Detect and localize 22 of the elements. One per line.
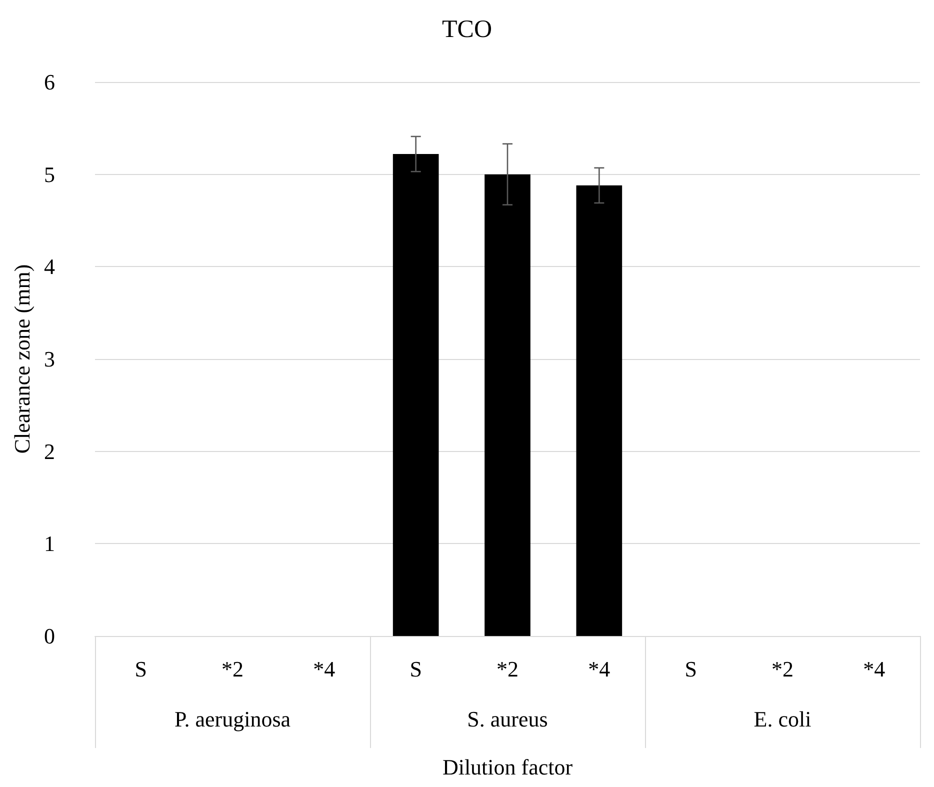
x-tick-label: *2 xyxy=(772,656,794,682)
x-tick-label: *2 xyxy=(222,656,244,682)
x-axis-title: Dilution factor xyxy=(442,754,574,780)
y-tick-label: 5 xyxy=(44,162,55,187)
y-tick-label: 1 xyxy=(44,531,55,556)
y-tick-label: 4 xyxy=(44,254,55,280)
y-tick-label: 2 xyxy=(44,438,55,464)
text: S. aureus xyxy=(467,706,548,732)
x-tick-label: *4 xyxy=(863,656,886,682)
x-tick-label: *2 xyxy=(496,656,518,682)
y-tick-label: 3 xyxy=(44,346,55,372)
text: E. coli xyxy=(754,706,812,732)
text: P. aeruginosa xyxy=(174,706,291,732)
x-tick-label: *4 xyxy=(313,656,336,682)
y-axis-title: Clearance zone (mm) xyxy=(10,264,34,454)
y-tick-label: 0 xyxy=(44,624,55,648)
y-tick-label: 6 xyxy=(44,70,55,94)
x-tick-label: *4 xyxy=(588,656,610,682)
x-tick-label: S xyxy=(134,656,147,682)
x-tick-label: S xyxy=(684,656,697,682)
chart-title: TCO xyxy=(442,16,492,43)
x-tick-label: S xyxy=(410,656,422,682)
